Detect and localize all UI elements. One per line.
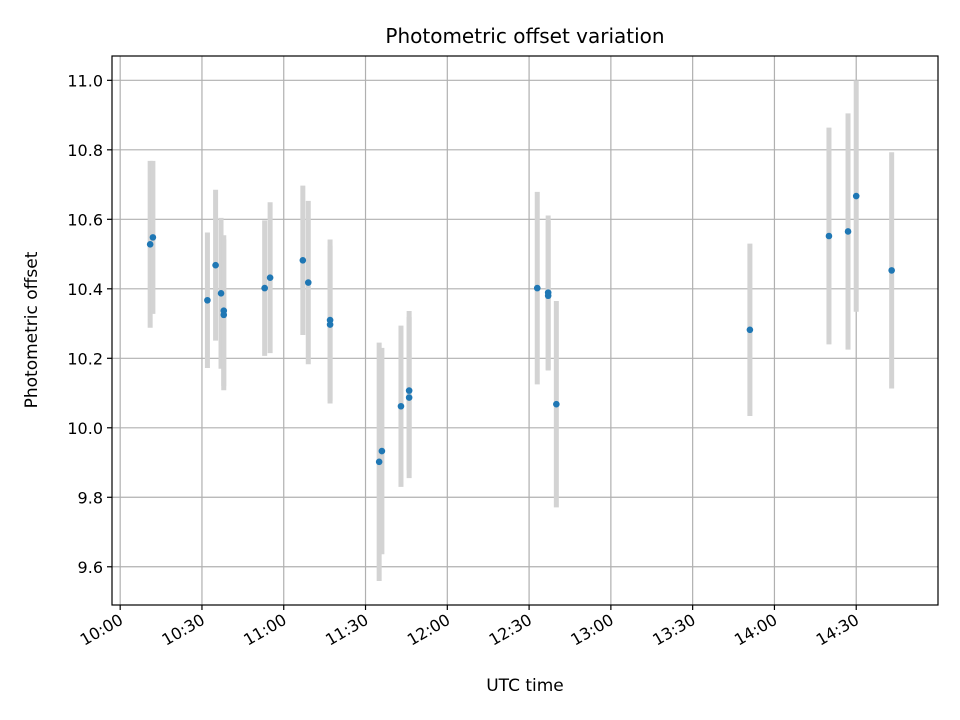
data-point: [326, 321, 334, 328]
y-tick-label: 11.0: [67, 71, 103, 90]
data-point: [544, 292, 552, 300]
data-point: [378, 447, 386, 455]
y-tick-label: 9.8: [78, 488, 103, 507]
data-point: [217, 290, 225, 297]
y-axis-title: Photometric offset: [22, 251, 42, 408]
data-point: [266, 274, 274, 281]
y-axis-ticks: 9.6 9.8 10.0 10.2 10.4 10.6 10.8 11.0: [67, 71, 112, 577]
data-point: [888, 267, 895, 274]
data-point: [212, 261, 219, 269]
data-point: [746, 326, 754, 334]
data-point: [375, 458, 383, 466]
data-point: [397, 402, 405, 410]
data-points: [146, 192, 895, 466]
data-point: [204, 296, 211, 304]
data-point: [299, 257, 307, 264]
y-tick-label: 9.6: [78, 558, 103, 577]
x-axis-title: UTC time: [486, 676, 564, 696]
data-point: [553, 400, 560, 408]
y-tick-label: 10.6: [67, 210, 103, 229]
data-point: [146, 241, 154, 248]
data-point: [405, 387, 413, 394]
chart-title: Photometric offset variation: [385, 24, 664, 48]
data-point: [533, 284, 541, 292]
y-tick-label: 10.8: [67, 141, 103, 160]
data-point: [326, 316, 334, 324]
data-point: [852, 192, 860, 200]
data-point: [220, 311, 228, 319]
y-tick-label: 10.0: [67, 419, 103, 438]
plot-frame: [111, 55, 939, 606]
y-tick-label: 10.2: [67, 349, 103, 368]
y-tick-label: 10.4: [67, 280, 103, 299]
data-point: [405, 394, 413, 401]
data-point: [844, 228, 852, 235]
data-point: [304, 279, 312, 286]
data-point: [149, 234, 157, 241]
grid-lines: [112, 56, 938, 605]
data-point: [261, 284, 268, 292]
data-point: [825, 232, 833, 240]
